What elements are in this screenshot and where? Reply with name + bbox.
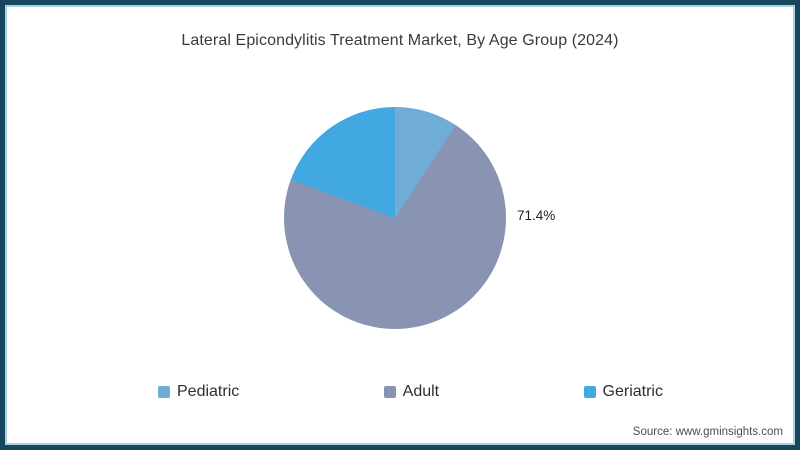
legend-swatch-adult [383,386,396,398]
legend-item-pediatric[interactable]: Pediatric [158,383,239,401]
legend-label-geriatric: Geriatric [602,383,663,400]
legend-swatch-geriatric [583,386,596,398]
pie-chart[interactable] [284,107,506,329]
source-attribution: Source: www.gminsights.com [632,426,783,438]
legend-item-adult[interactable]: Adult [383,383,440,401]
legend-item-geriatric[interactable]: Geriatric [583,383,663,401]
chart-title: Lateral Epicondylitis Treatment Market, … [181,32,619,49]
adult-slice-data-label: 71.4% [517,208,556,223]
legend-swatch-pediatric [158,386,170,398]
legend-label-adult: Adult [402,383,440,400]
legend-label-pediatric: Pediatric [177,383,240,400]
legend: Pediatric Adult Geriatric [158,383,663,401]
